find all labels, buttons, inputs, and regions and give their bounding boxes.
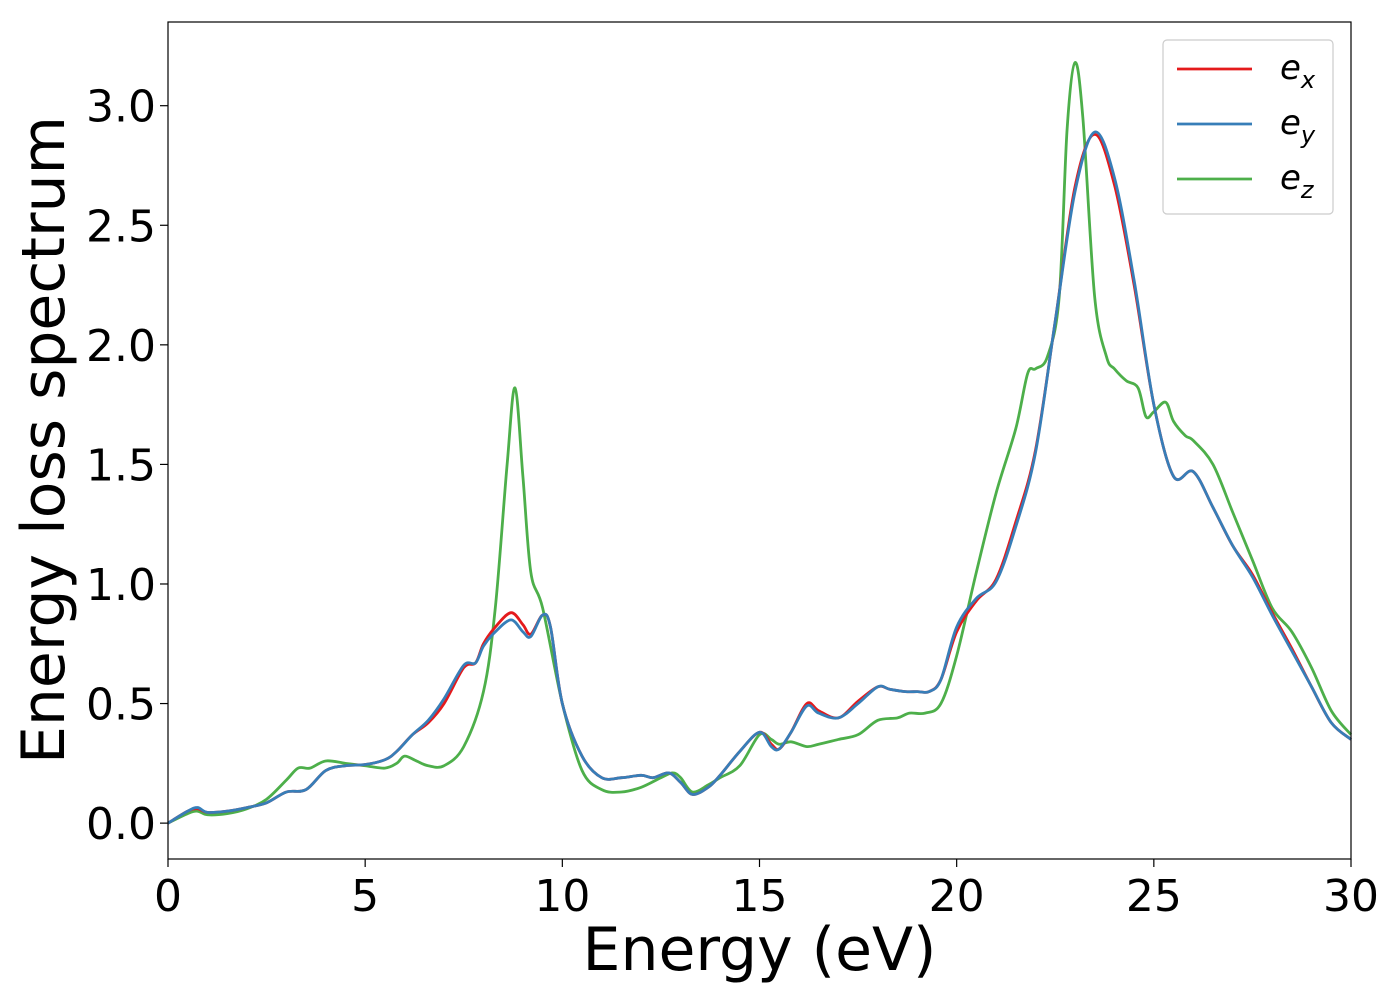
legend-label-base: e	[1280, 103, 1301, 143]
x-tick-label: 5	[351, 871, 379, 922]
y-tick-label: 1.5	[86, 440, 156, 491]
series-layer	[167, 61, 1353, 825]
x-axis-label: Energy (eV)	[583, 915, 937, 985]
y-tick-label: 2.0	[86, 321, 156, 372]
series-line-ey	[167, 130, 1352, 825]
y-tick-label: 0.5	[86, 680, 156, 731]
x-tick-label: 25	[1126, 871, 1182, 922]
y-tick-label: 1.0	[86, 560, 156, 611]
legend-label-base: e	[1280, 48, 1301, 88]
x-tick-label: 10	[534, 871, 590, 922]
y-tick-label: 2.5	[86, 201, 156, 252]
legend-label-subscript: x	[1300, 66, 1316, 94]
legend-label-subscript: y	[1300, 121, 1316, 149]
x-tick-label: 30	[1323, 871, 1379, 922]
plot-background	[168, 22, 1351, 859]
legend-box	[1162, 39, 1334, 215]
x-axis: 0 5 10 15 20 25 30	[154, 859, 1379, 922]
y-tick-label: 3.0	[86, 82, 156, 133]
x-tick-label: 20	[929, 871, 985, 922]
legend-label-ex: ex	[1280, 48, 1316, 94]
legend-label-ey: ey	[1280, 103, 1316, 149]
series-line-ez	[167, 61, 1353, 825]
legend-label-base: e	[1280, 158, 1301, 198]
legend-label-ez: ez	[1280, 158, 1315, 204]
x-tick-label: 0	[154, 871, 182, 922]
y-axis: 0.0 0.5 1.0 1.5 2.0 2.5 3.0	[86, 82, 168, 850]
legend-label-subscript: z	[1300, 176, 1315, 204]
x-tick-label: 15	[732, 871, 788, 922]
y-tick-label: 0.0	[86, 799, 156, 850]
y-axis-label: Energy loss spectrum	[9, 116, 79, 764]
